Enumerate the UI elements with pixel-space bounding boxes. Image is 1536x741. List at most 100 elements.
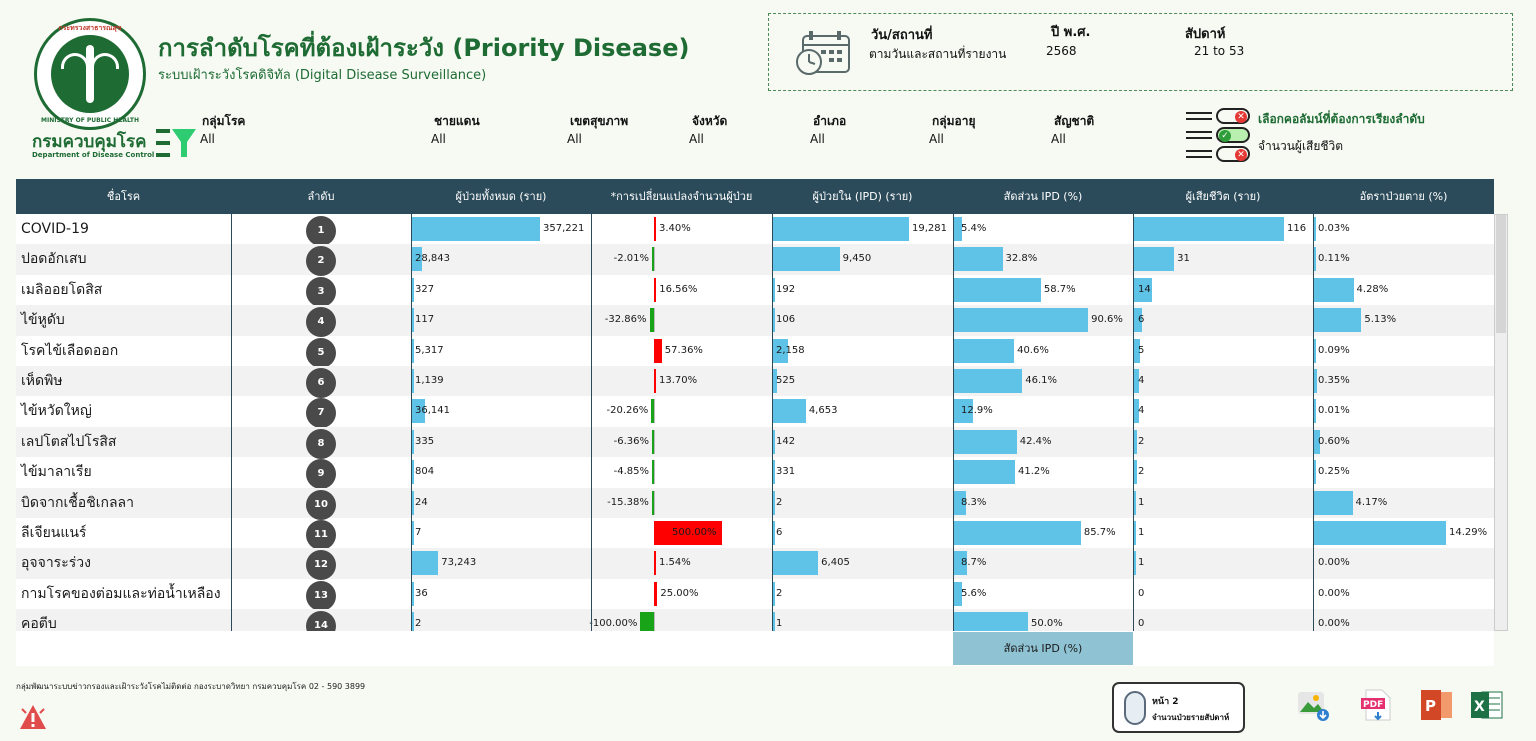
pdf-export-icon[interactable]: PDF: [1360, 688, 1394, 722]
total-cases-value: 36,141: [415, 405, 450, 417]
filter-age-group-value[interactable]: All: [929, 132, 944, 146]
filter-health-region-value[interactable]: All: [567, 132, 582, 146]
image-export-icon[interactable]: [1296, 688, 1330, 722]
disease-name[interactable]: เลปโตสไปโรสิส: [21, 433, 117, 450]
ipd-pct-value: 41.2%: [1017, 466, 1050, 478]
sort-toggle-2[interactable]: ✓: [1186, 127, 1256, 143]
ipd-pct-value: 12.9%: [961, 405, 993, 417]
deaths-bar: [1134, 338, 1141, 363]
deaths-value: 1: [1138, 557, 1145, 569]
filter-nationality-value[interactable]: All: [1051, 132, 1066, 146]
disease-name[interactable]: เมลิออยโดสิส: [21, 281, 103, 298]
deaths-bar: [1134, 490, 1136, 515]
col-header-disease[interactable]: ชื่อโรค: [106, 190, 141, 203]
cfr-value: 14.29%: [1449, 527, 1488, 538]
table-row[interactable]: ไข้หวัดใหญ่ 7 36,141 -20.26% 4,653 12.9% 4 0.01…: [16, 396, 1494, 429]
ipd-cases-value: 9,450: [842, 253, 872, 265]
year-value[interactable]: 2568: [1046, 44, 1077, 58]
deaths-bar: [1134, 551, 1136, 576]
filter-health-region-label: เขตสุขภาพ: [570, 114, 629, 128]
disease-name[interactable]: ไข้หวัดใหญ่: [21, 403, 92, 420]
total-cases-bar: [412, 429, 414, 454]
table-row[interactable]: ไข้มาลาเรีย 9 804 -4.85% 331 41.2% 2 0.25%: [16, 457, 1494, 490]
total-cases-bar: [412, 521, 414, 545]
disease-name[interactable]: กามโรคของต่อมและท่อน้ำเหลือง: [21, 585, 221, 602]
week-value[interactable]: 21 to 53: [1194, 44, 1245, 58]
ipd-pct-bar: [954, 217, 962, 241]
filter-province-label: จังหวัด: [692, 114, 728, 128]
total-cases-value: 327: [415, 283, 435, 295]
table-row[interactable]: บิดจากเชื้อชิเกลลา 10 24 -15.38% 2 8.3% 1 4.17%: [16, 487, 1494, 520]
change-bar: [654, 277, 657, 302]
table-row[interactable]: ลีเจียนแนร์ 11 7 500.00% 6 85.7% 1 14.29%: [16, 518, 1494, 550]
total-cases-value: 7: [415, 527, 422, 538]
table-row[interactable]: โรคไข้เลือดออก 5 5,317 57.36% 2,158 40.6% 5 0.0…: [16, 336, 1494, 368]
sort-toggle-1[interactable]: ✕: [1186, 108, 1256, 124]
table-row[interactable]: ปอดอักเสบ 2 28,843 -2.01% 9,450 32.8% 31 0.11%: [16, 244, 1494, 277]
ipd-cases-bar: [773, 308, 775, 333]
ipd-pct-bar: [954, 429, 1017, 454]
table-row[interactable]: เลปโตสไปโรสิส 8 335 -6.36% 142 42.4% 2 0.60%: [16, 426, 1494, 459]
cfr-bar: [1314, 277, 1354, 302]
deaths-value: 0: [1138, 618, 1145, 630]
deaths-value: 4: [1138, 405, 1145, 417]
disease-name[interactable]: บิดจากเชื้อชิเกลลา: [21, 494, 134, 511]
col-header-deaths[interactable]: ผู้เสียชีวิต (ราย): [1185, 190, 1261, 203]
filter-border-value[interactable]: All: [431, 132, 446, 146]
change-value: 500.00%: [672, 527, 717, 538]
filter-district-value[interactable]: All: [810, 132, 825, 146]
change-value: -32.86%: [604, 314, 647, 326]
disease-name[interactable]: COVID-19: [21, 221, 89, 237]
table-row[interactable]: ไข้หูดับ 4 117 -32.86% 106 90.6% 6 5.13%: [16, 305, 1494, 338]
disease-name[interactable]: ลีเจียนแนร์: [21, 525, 87, 541]
table-row[interactable]: เห็ดพิษ 6 1,139 13.70% 525 46.1% 4 0.35%: [16, 366, 1494, 398]
deaths-bar: [1134, 429, 1137, 454]
table-scrollbar[interactable]: [1494, 214, 1508, 631]
ipd-cases-value: 2: [776, 587, 783, 599]
ipd-cases-bar: [773, 460, 776, 485]
disease-name[interactable]: โรคไข้เลือดออก: [21, 342, 119, 359]
page-2-button[interactable]: หน้า 2 จำนวนป่วยรายสัปดาห์: [1112, 682, 1245, 733]
col-header-change[interactable]: *การเปลี่ยนแปลงจำนวนผู้ป่วย: [610, 190, 753, 203]
deaths-value: 116: [1287, 223, 1307, 234]
col-header-total[interactable]: ผู้ป่วยทั้งหมด (ราย): [455, 190, 547, 203]
disease-name[interactable]: คอตีบ: [21, 616, 57, 631]
alert-icon[interactable]: [18, 703, 48, 731]
disease-name[interactable]: อุจจาระร่วง: [21, 555, 91, 572]
change-value: -15.38%: [607, 496, 649, 508]
powerpoint-export-icon[interactable]: P: [1420, 688, 1454, 722]
table-row[interactable]: คอตีบ 14 2 -100.00% 1 50.0% 0 0.00%: [16, 609, 1494, 631]
table-row[interactable]: COVID-19 1 357,221 3.40% 19,281 5.4% 116 0.03%: [16, 214, 1494, 246]
disease-name[interactable]: เห็ดพิษ: [21, 373, 63, 389]
ipd-cases-bar: [773, 521, 775, 545]
total-cases-value: 24: [415, 496, 428, 508]
ipd-cases-bar: [773, 369, 777, 393]
sort-toggle-3[interactable]: ✕: [1186, 146, 1256, 162]
col-header-ipd-pct[interactable]: สัดส่วน IPD (%): [1003, 190, 1083, 203]
filter-disease-group-value[interactable]: All: [200, 132, 215, 146]
change-bar: [654, 581, 658, 606]
disease-name[interactable]: ไข้มาลาเรีย: [21, 464, 92, 481]
table-row[interactable]: อุจจาระร่วง 12 73,243 1.54% 6,405 8.7% 1 0.00%: [16, 548, 1494, 581]
date-place-value[interactable]: ตามวันและสถานที่รายงาน: [869, 47, 1007, 61]
disease-name[interactable]: ปอดอักเสบ: [21, 251, 87, 268]
ipd-pct-bar: [954, 581, 963, 606]
change-bar: [654, 217, 656, 241]
table-row[interactable]: กามโรคของต่อมและท่อน้ำเหลือง 13 36 25.00% 2 5…: [16, 579, 1494, 611]
cfr-value: 5.13%: [1364, 314, 1397, 326]
cfr-value: 0.00%: [1318, 557, 1350, 569]
excel-export-icon[interactable]: X: [1470, 688, 1504, 722]
col-header-rank[interactable]: ลำดับ: [307, 190, 335, 203]
department-name-en: Department of Disease Control: [32, 151, 155, 159]
filter-province-value[interactable]: All: [689, 132, 704, 146]
cfr-value: 0.03%: [1318, 223, 1350, 234]
logo-top-text: กระทรวงสาธารณสุข: [58, 24, 122, 32]
disease-name[interactable]: ไข้หูดับ: [21, 312, 65, 329]
sort-selector-value[interactable]: จำนวนผู้เสียชีวิต: [1258, 139, 1344, 153]
table-row[interactable]: เมลิออยโดสิส 3 327 16.56% 192 58.7% 14 4.28%: [16, 275, 1494, 307]
rank-badge: 7: [306, 398, 336, 429]
table-header: ชื่อโรค ลำดับ ผู้ป่วยทั้งหมด (ราย) *การเ…: [16, 179, 1494, 214]
scrollbar-thumb[interactable]: [1496, 215, 1506, 333]
col-header-cfr[interactable]: อัตราป่วยตาย (%): [1359, 190, 1448, 203]
col-header-ipd[interactable]: ผู้ป่วยใน (IPD) (ราย): [812, 190, 913, 203]
